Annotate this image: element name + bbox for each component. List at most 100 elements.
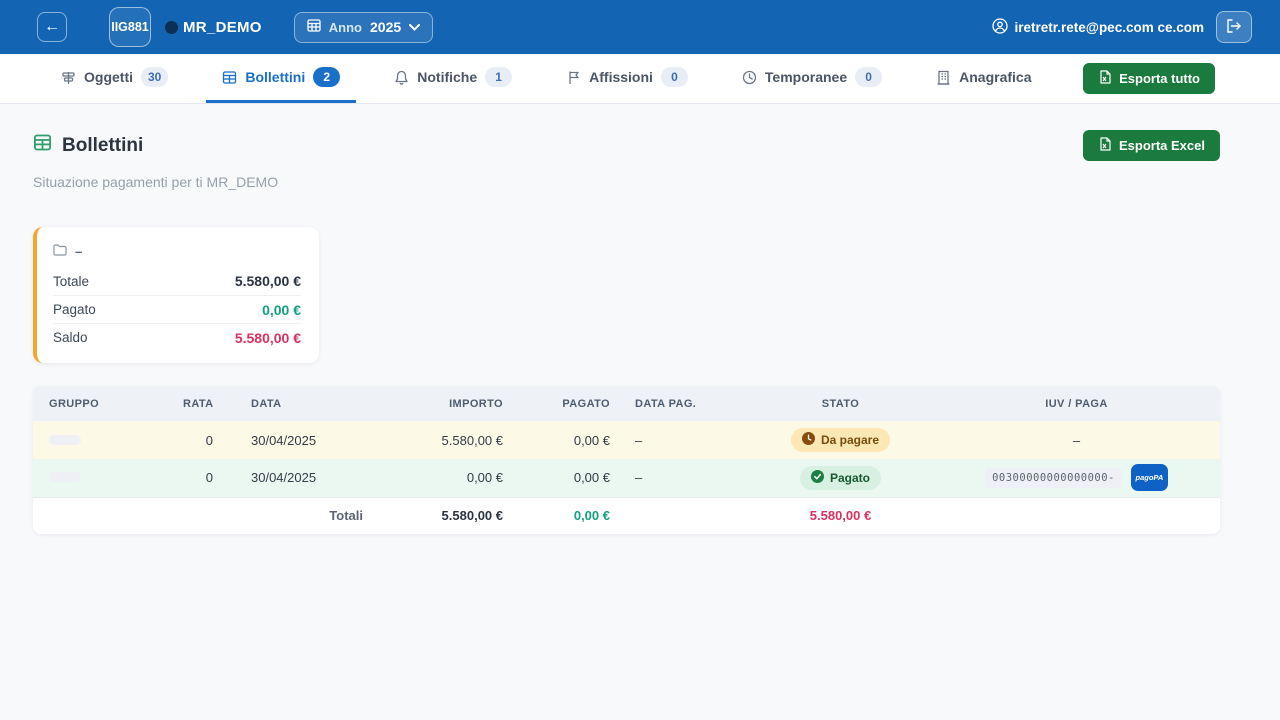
column-header-rata: RATA	[183, 386, 238, 421]
status-label: Da pagare	[820, 433, 880, 447]
table-row: 0 30/04/2025 0,00 € 0,00 € – Pagato	[33, 459, 1220, 497]
export-excel-label: Esporta Excel	[1119, 138, 1205, 153]
column-header-iuv-paga: IUV / PAGA	[933, 386, 1220, 421]
year-selector[interactable]: Anno 2025	[293, 11, 434, 43]
page-title: Bollettini	[33, 133, 143, 158]
cell-data: 30/04/2025	[251, 470, 317, 486]
cell-data: 30/04/2025	[251, 432, 317, 448]
page-title-text: Bollettini	[62, 134, 144, 156]
year-label: Anno	[328, 19, 362, 35]
logout-icon	[1226, 18, 1242, 36]
user-account: iretretr.rete@pec.com ce.com	[992, 17, 1204, 37]
column-header-data-pag: DATA PAG.	[618, 386, 748, 421]
summary-group-label: –	[75, 244, 83, 259]
tab-oggetti[interactable]: Oggetti 30	[45, 54, 184, 103]
summary-card: – Totale 5.580,00 € Pagato 0,00 € Saldo …	[33, 227, 319, 363]
export-all-button[interactable]: Esporta tutto	[1083, 63, 1215, 94]
summary-row-saldo: Saldo 5.580,00 €	[53, 323, 301, 351]
user-icon	[992, 17, 1009, 37]
tab-bollettini[interactable]: Bollettini 2	[206, 54, 357, 103]
cell-importo: 0,00 €	[466, 470, 503, 486]
summary-row-totale: Totale 5.580,00 €	[53, 267, 301, 295]
column-header-stato: STATO	[748, 386, 933, 421]
tab-label: Oggetti	[84, 69, 133, 85]
folder-icon	[53, 244, 67, 259]
export-excel-button[interactable]: Esporta Excel	[1083, 130, 1220, 161]
summary-label: Pagato	[53, 302, 96, 317]
cell-importo: 5.580,00 €	[441, 432, 503, 448]
flag-icon	[566, 70, 581, 85]
summary-label: Totale	[53, 273, 90, 289]
tab-bar: Oggetti 30 Bollettini 2 Notifiche 1 Affi…	[0, 54, 1280, 104]
clock-icon	[742, 70, 757, 85]
tab-badge: 1	[485, 67, 513, 87]
cell-pagato: 0,00 €	[573, 432, 610, 448]
summary-card-header: –	[53, 240, 301, 267]
status-badge: Pagato	[799, 465, 881, 490]
tab-label: Bollettini	[245, 69, 306, 85]
title-row: Bollettini Esporta Excel	[33, 130, 1220, 161]
summary-value-totale: 5.580,00 €	[234, 273, 301, 289]
summary-value-pagato: 0,00 €	[262, 301, 301, 318]
totals-saldo: 5.580,00 €	[748, 496, 933, 534]
table-row: 0 30/04/2025 5.580,00 € 0,00 € – Da paga…	[33, 421, 1220, 459]
summary-label: Saldo	[53, 330, 88, 345]
group-chip	[49, 434, 81, 445]
chevron-down-icon	[409, 18, 421, 36]
tab-label: Notifiche	[417, 69, 478, 85]
excel-file-icon	[1098, 70, 1111, 87]
org-name-label: MR_DEMO	[183, 18, 262, 36]
page-subtitle: Situazione pagamenti per ti MR_DEMO	[33, 174, 279, 190]
tab-badge: 0	[855, 67, 883, 87]
summary-value-saldo: 5.580,00 €	[234, 329, 301, 346]
cell-data-pag: –	[635, 470, 643, 486]
header-right: iretretr.rete@pec.com ce.com	[992, 11, 1252, 43]
column-header-gruppo: GRUPPO	[33, 386, 183, 421]
iuv-paga-cell: 00300000000000000- pagoPA	[985, 464, 1168, 492]
arrow-left-icon: ←	[44, 18, 60, 35]
totals-pagato: 0,00 €	[513, 496, 618, 534]
export-all-label: Esporta tutto	[1119, 71, 1200, 86]
org-name: MR_DEMO	[165, 19, 262, 36]
status-badge: Da pagare	[790, 428, 891, 452]
table-header-row: GRUPPO RATA DATA IMPORTO PAGATO DATA PAG…	[33, 386, 1220, 421]
org-code-badge: IIG881	[109, 7, 151, 47]
cell-data-pag: –	[635, 432, 643, 448]
main-content: Bollettini Esporta Excel Situazione paga…	[0, 104, 1280, 534]
year-value: 2025	[370, 19, 402, 35]
tab-badge: 2	[313, 67, 341, 87]
signpost-icon	[61, 70, 76, 85]
pagopa-pay-button[interactable]: pagoPA	[1130, 464, 1168, 492]
back-button[interactable]: ←	[37, 12, 67, 42]
check-circle-icon	[810, 469, 824, 486]
payments-table-card: GRUPPO RATA DATA IMPORTO PAGATO DATA PAG…	[33, 386, 1220, 534]
iuv-code: 00300000000000000-	[985, 467, 1122, 488]
tab-notifiche[interactable]: Notifiche 1	[378, 54, 528, 103]
column-header-pagato: PAGATO	[513, 386, 618, 421]
payments-table: GRUPPO RATA DATA IMPORTO PAGATO DATA PAG…	[33, 386, 1220, 534]
pagopa-logo: pagoPA	[1135, 473, 1164, 483]
group-chip	[49, 472, 81, 483]
table-icon	[222, 70, 237, 85]
summary-row-pagato: Pagato 0,00 €	[53, 295, 301, 323]
totals-label: Totali	[238, 496, 418, 534]
cell-iuv: –	[1072, 432, 1081, 448]
building-icon	[936, 70, 951, 85]
tab-label: Anagrafica	[959, 69, 1032, 85]
cell-rata: 0	[205, 470, 213, 486]
bell-icon	[394, 70, 409, 85]
tab-badge: 30	[141, 67, 169, 87]
column-header-importo: IMPORTO	[418, 386, 513, 421]
status-label: Pagato	[829, 470, 870, 485]
tab-label: Affissioni	[589, 69, 653, 85]
tab-affissioni[interactable]: Affissioni 0	[550, 54, 704, 103]
totals-row: Totali 5.580,00 € 0,00 € 5.580,00 €	[33, 496, 1220, 534]
tab-temporanee[interactable]: Temporanee 0	[726, 54, 898, 103]
tab-badge: 0	[660, 67, 688, 87]
app-header: ← IIG881 MR_DEMO Anno 2025 iretretr.rete…	[0, 0, 1280, 54]
tab-anagrafica[interactable]: Anagrafica	[920, 54, 1047, 103]
logout-button[interactable]	[1216, 11, 1252, 43]
clock-filled-icon	[801, 432, 815, 448]
bollettini-table-icon	[33, 133, 52, 158]
calendar-icon	[307, 18, 321, 37]
